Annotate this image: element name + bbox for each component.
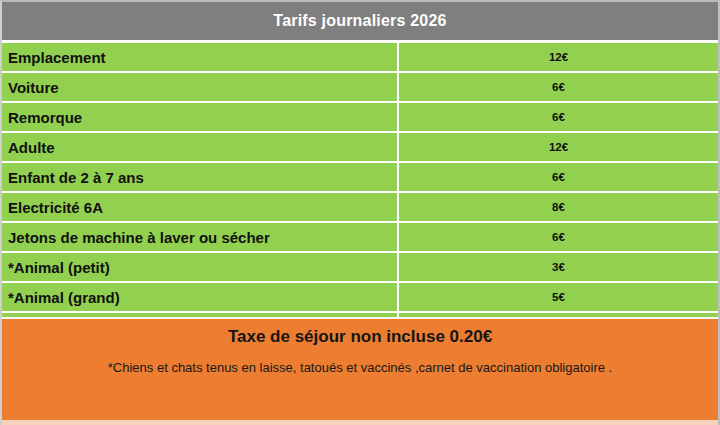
footer: Taxe de séjour non incluse 0.20€ *Chiens… <box>2 319 718 420</box>
tariff-row: Enfant de 2 à 7 ans 6€ <box>2 163 718 191</box>
tariff-label: Emplacement <box>2 43 397 71</box>
tariff-price: 6€ <box>397 103 718 131</box>
tariff-label: *Animal (petit) <box>2 253 397 281</box>
tariff-row: Adulte 12€ <box>2 133 718 161</box>
tariff-label: Voiture <box>2 73 397 101</box>
tariff-row: Jetons de machine à laver ou sécher 6€ <box>2 223 718 251</box>
tariff-price: 8€ <box>397 193 718 221</box>
footer-note: *Chiens et chats tenus en laisse, tatoué… <box>108 360 612 375</box>
bottom-strip <box>2 420 718 425</box>
tariff-row: Remorque 6€ <box>2 103 718 131</box>
tariff-row: *Animal (grand) 5€ <box>2 283 718 311</box>
tariff-price: 6€ <box>397 163 718 191</box>
page-title: Tarifs journaliers 2026 <box>273 12 446 30</box>
tariff-label: Remorque <box>2 103 397 131</box>
tariff-price: 6€ <box>397 223 718 251</box>
tariff-label: *Animal (grand) <box>2 283 397 311</box>
tariff-price: 6€ <box>397 73 718 101</box>
tariff-label: Enfant de 2 à 7 ans <box>2 163 397 191</box>
tariff-row: Voiture 6€ <box>2 73 718 101</box>
tariff-price: 3€ <box>397 253 718 281</box>
tariff-label: Adulte <box>2 133 397 161</box>
tariff-row: Emplacement 12€ <box>2 43 718 71</box>
tariff-sheet: Tarifs journaliers 2026 Emplacement 12€ … <box>0 0 720 425</box>
tariff-label: Electricité 6A <box>2 193 397 221</box>
tariff-row: Electricité 6A 8€ <box>2 193 718 221</box>
tariff-price: 5€ <box>397 283 718 311</box>
tariff-price: 12€ <box>397 133 718 161</box>
tariff-price: 12€ <box>397 43 718 71</box>
tariff-rows: Emplacement 12€ Voiture 6€ Remorque 6€ A… <box>2 43 718 317</box>
footer-title: Taxe de séjour non incluse 0.20€ <box>228 327 492 347</box>
tariff-row: *Animal (petit) 3€ <box>2 253 718 281</box>
table-header: Tarifs journaliers 2026 <box>2 2 718 40</box>
tariff-label: Jetons de machine à laver ou sécher <box>2 223 397 251</box>
